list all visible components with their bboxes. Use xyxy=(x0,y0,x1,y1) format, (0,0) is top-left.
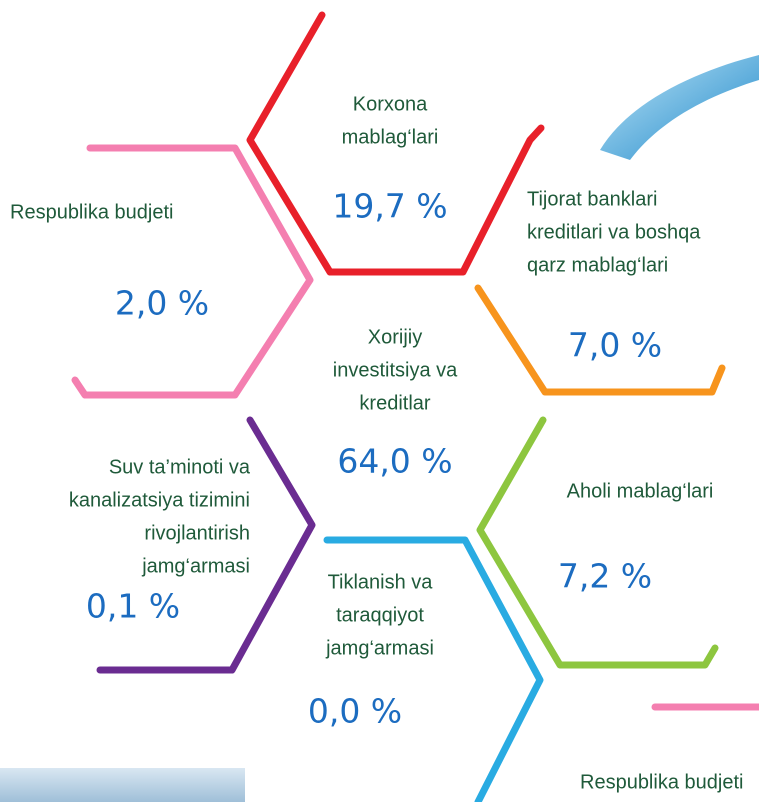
item-label: Tiklanish va xyxy=(328,571,434,593)
item-label: jamg‘armasi xyxy=(325,637,434,659)
item-label: kanalizatsiya tizimini xyxy=(69,489,250,511)
item-label: qarz mablag‘lari xyxy=(527,254,668,276)
item-label: Respublika budjeti xyxy=(10,201,173,223)
item-label: investitsiya va xyxy=(333,359,458,381)
item-label: Xorijiy xyxy=(368,326,422,348)
item-label: mablag‘lari xyxy=(342,126,439,148)
item-value: 19,7 % xyxy=(332,187,447,226)
item-label: kreditlari va boshqa xyxy=(527,221,701,243)
item-value: 0,0 % xyxy=(308,692,402,731)
decor-photo xyxy=(0,768,245,802)
item-label: jamg‘armasi xyxy=(141,555,250,577)
item-value: 7,2 % xyxy=(558,557,652,596)
decor-swoosh xyxy=(600,55,759,160)
item-value: 7,0 % xyxy=(568,326,662,365)
item-label: Respublika budjeti xyxy=(580,771,743,793)
item-label: rivojlantirish xyxy=(144,522,250,544)
item-label: Tijorat banklari xyxy=(527,188,657,210)
diagram: Korxona mablag‘lari 19,7 % Respublika budje… xyxy=(0,0,759,802)
item-value: 64,0 % xyxy=(337,442,452,481)
item-value: 0,1 % xyxy=(86,587,180,626)
item-value: 2,0 % xyxy=(115,284,209,323)
item-label: kreditlar xyxy=(359,392,430,414)
item-label: Aholi mablag‘lari xyxy=(567,480,714,502)
item-label: Suv ta’minoti va xyxy=(109,456,251,478)
item-label: taraqqiyot xyxy=(336,604,424,626)
item-label: Korxona xyxy=(353,93,428,115)
